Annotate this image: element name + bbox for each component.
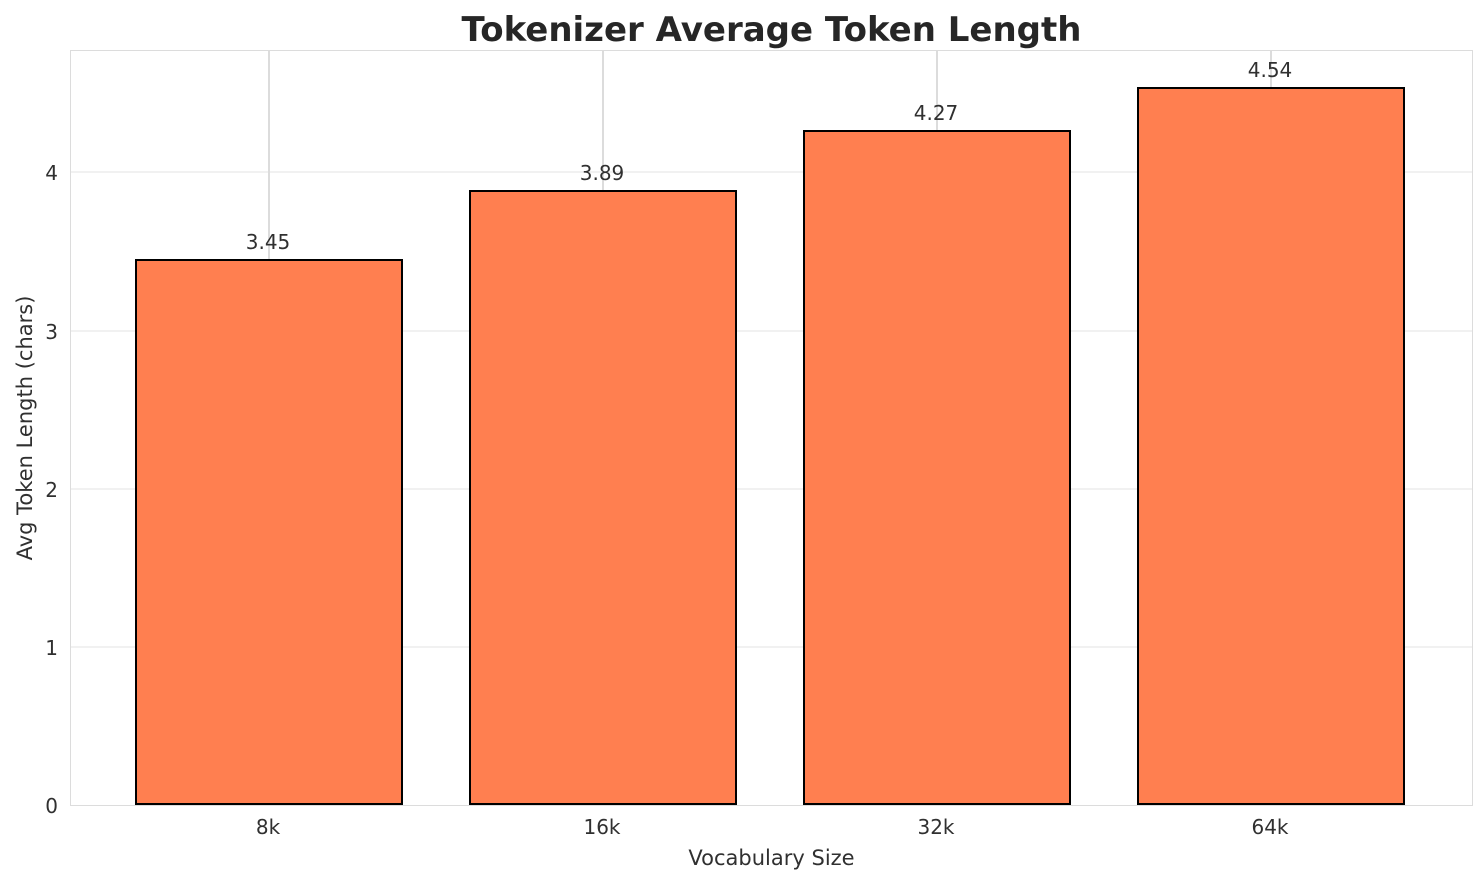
y-tick-label: 2 bbox=[45, 477, 58, 502]
x-tick-label: 8k bbox=[255, 815, 281, 839]
plot-area bbox=[70, 50, 1473, 806]
x-axis-label: Vocabulary Size bbox=[688, 846, 855, 870]
x-tick-label: 64k bbox=[1251, 815, 1289, 839]
bar bbox=[1137, 86, 1405, 805]
y-axis-label: Avg Token Length (chars) bbox=[13, 295, 37, 561]
y-axis-ticks: 0 1 2 3 4 bbox=[0, 50, 58, 818]
y-tick-label: 1 bbox=[45, 635, 58, 660]
gridline-horizontal bbox=[71, 171, 1472, 174]
chart-title: Tokenizer Average Token Length bbox=[461, 10, 1082, 50]
bar-value-label: 3.45 bbox=[245, 230, 291, 255]
y-tick-label: 3 bbox=[45, 319, 58, 344]
bar bbox=[803, 129, 1071, 805]
bar bbox=[469, 189, 737, 805]
gridline-horizontal bbox=[71, 645, 1472, 648]
x-tick-label: 32k bbox=[917, 815, 955, 839]
bar bbox=[135, 259, 403, 805]
bar-value-label: 4.27 bbox=[913, 100, 959, 125]
gridline-horizontal bbox=[71, 329, 1472, 332]
y-tick-label: 0 bbox=[45, 794, 58, 818]
y-tick-label: 4 bbox=[45, 161, 58, 186]
bar-value-label: 4.54 bbox=[1247, 57, 1293, 82]
x-tick-label: 16k bbox=[583, 815, 621, 839]
bar-value-label: 3.89 bbox=[579, 160, 625, 185]
gridline-horizontal bbox=[71, 487, 1472, 490]
